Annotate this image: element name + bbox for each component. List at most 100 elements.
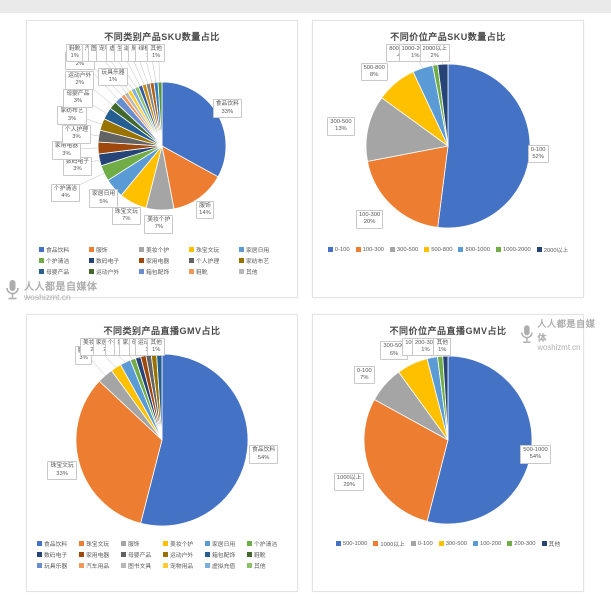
legend-item: 服饰 — [89, 245, 135, 254]
legend-swatch — [239, 258, 244, 263]
pie-slice — [363, 398, 449, 522]
legend-item: 家用电器 — [79, 550, 119, 559]
legend-swatch — [373, 541, 379, 546]
legend-label: 800-1000 — [465, 246, 490, 253]
legend-item: 玩具乐器 — [37, 561, 77, 570]
legend-swatch — [438, 541, 444, 546]
legend-label: 玩具乐器 — [44, 564, 68, 570]
legend-swatch — [495, 247, 501, 252]
legend-label: 200-300 — [514, 540, 536, 547]
slice-label: 500-800 8% — [360, 62, 388, 82]
legend-item: 箱包配饰 — [205, 550, 245, 559]
legend-label: 100-200 — [479, 540, 502, 547]
legend-label: 珠宝文玩 — [86, 542, 110, 548]
slice-label: 家居日用 5% — [88, 189, 119, 208]
legend-swatch — [189, 258, 194, 263]
legend-item: 0-100 — [327, 245, 350, 254]
microphone-icon — [521, 324, 533, 343]
pie-plot: 食品饮料54%珠宝文玩33%服饰3%美妆个护2%家居日用2%个护清洁1%数码电子… — [30, 338, 294, 534]
legend-item: 500-1000 — [335, 539, 368, 548]
pie-plot: 0-10052%100-30020%300-50013%500-8008%800… — [316, 44, 580, 240]
watermark-brand-right: 人人都是自媒体 woshizmt.cn — [519, 316, 604, 352]
legend-item: 0-100 — [410, 539, 433, 548]
legend-swatch — [37, 541, 42, 546]
legend-swatch — [139, 258, 144, 263]
legend-swatch — [79, 541, 84, 546]
slice-label: 食品饮料 54% — [248, 445, 279, 464]
legend-label: 家用电器 — [86, 553, 110, 559]
slice-label: 2000以上 2% — [419, 44, 450, 63]
chart-legend: 500-1000 1000以上 0-100 300-500 100-200 200-300… — [316, 538, 580, 549]
legend-label: 宠物用品 — [170, 564, 194, 570]
watermark-brand-left: 人人都是自媒体 woshizmt.cn — [4, 278, 98, 302]
legend-item: 800-1000 — [458, 245, 490, 254]
legend-swatch — [205, 541, 210, 546]
pie-chart-svg — [75, 345, 249, 527]
slice-label: 食品饮料 33% — [212, 99, 242, 118]
legend-swatch — [37, 552, 42, 557]
slice-label: 玩具乐器 1% — [98, 67, 128, 87]
legend-swatch — [458, 247, 464, 252]
legend-item: 2000以上 — [536, 245, 569, 254]
microphone-icon — [6, 280, 19, 300]
watermark-site: woshizmt.cn — [24, 292, 71, 302]
legend-label: 2000以上 — [543, 248, 569, 254]
legend-item: 1000以上 — [373, 539, 405, 548]
legend-label: 图书文具 — [128, 564, 152, 570]
legend-swatch — [139, 269, 144, 274]
legend-item: 100-200 — [472, 539, 502, 548]
legend-label: 个护清洁 — [254, 542, 278, 548]
watermark-site: woshizmt.cn — [537, 342, 581, 352]
legend-swatch — [189, 247, 194, 252]
slice-label: 珠宝文玩 7% — [111, 206, 141, 226]
slice-label: 100-300 20% — [355, 210, 384, 229]
legend-swatch — [139, 247, 144, 252]
pie-slice — [437, 63, 531, 229]
legend-swatch — [39, 258, 44, 263]
legend-label: 其他 — [548, 542, 561, 548]
legend-item: 100-300 — [355, 245, 384, 254]
chart-legend: 食品饮料 服饰 美妆个护 珠宝文玩 家居日用 个护清洁 数码电子 家用电器 个人护理 家纺布艺 母婴… — [30, 244, 294, 277]
legend-label: 食品饮料 — [44, 542, 68, 548]
chart-title: 不同价位产品SKU数量占比 — [390, 32, 506, 42]
legend-item: 鞋靴 — [189, 267, 235, 276]
legend-item: 个护清洁 — [247, 539, 287, 548]
legend-item: 其他 — [541, 539, 561, 548]
legend-item: 食品饮料 — [37, 539, 77, 548]
legend-swatch — [389, 247, 395, 252]
top-strip — [0, 0, 611, 13]
watermark-text: 人人都是自媒体 woshizmt.cn — [24, 278, 98, 302]
chart-card-price-gmv: 不同价位产品直播GMV占比 500-1000 54% 1000以上 29% 0-100 7… — [312, 314, 584, 592]
legend-label: 虚拟充值 — [212, 564, 236, 570]
legend-swatch — [410, 541, 416, 546]
legend-item: 500-800 — [424, 245, 452, 254]
legend-item: 个护清洁 — [39, 256, 85, 265]
legend-swatch — [121, 563, 126, 568]
slice-label: 母婴产品 3% — [63, 89, 93, 108]
slice-label: 美妆个护 7% — [144, 215, 174, 234]
pie-chart-svg — [365, 51, 531, 229]
legend-item: 服饰 — [121, 539, 161, 548]
legend-swatch — [121, 541, 126, 546]
legend-swatch — [247, 563, 252, 568]
slice-label: 其他 1% — [433, 338, 452, 357]
legend-swatch — [424, 247, 430, 252]
legend-item: 家居日用 — [205, 539, 245, 548]
legend-swatch — [89, 258, 94, 263]
legend-item: 虚拟充值 — [205, 561, 245, 570]
legend-item: 运动户外 — [89, 267, 135, 276]
legend-swatch — [121, 552, 126, 557]
legend-label: 美妆个护 — [170, 542, 194, 548]
legend-label: 300-500 — [396, 246, 419, 253]
slice-label: 500-1000 54% — [520, 445, 551, 464]
legend-label: 数码电子 — [96, 259, 120, 265]
legend-swatch — [327, 247, 333, 252]
legend-label: 运动户外 — [170, 553, 194, 559]
legend-label: 500-1000 — [342, 540, 368, 547]
legend-item: 珠宝文玩 — [189, 245, 235, 254]
slice-label: 家用电器 3% — [51, 141, 82, 160]
chart-title: 不同价位产品直播GMV占比 — [389, 326, 507, 336]
legend-item: 300-500 — [438, 539, 467, 548]
slice-label: 0-100 7% — [353, 365, 375, 385]
legend-item: 200-300 — [507, 539, 536, 548]
